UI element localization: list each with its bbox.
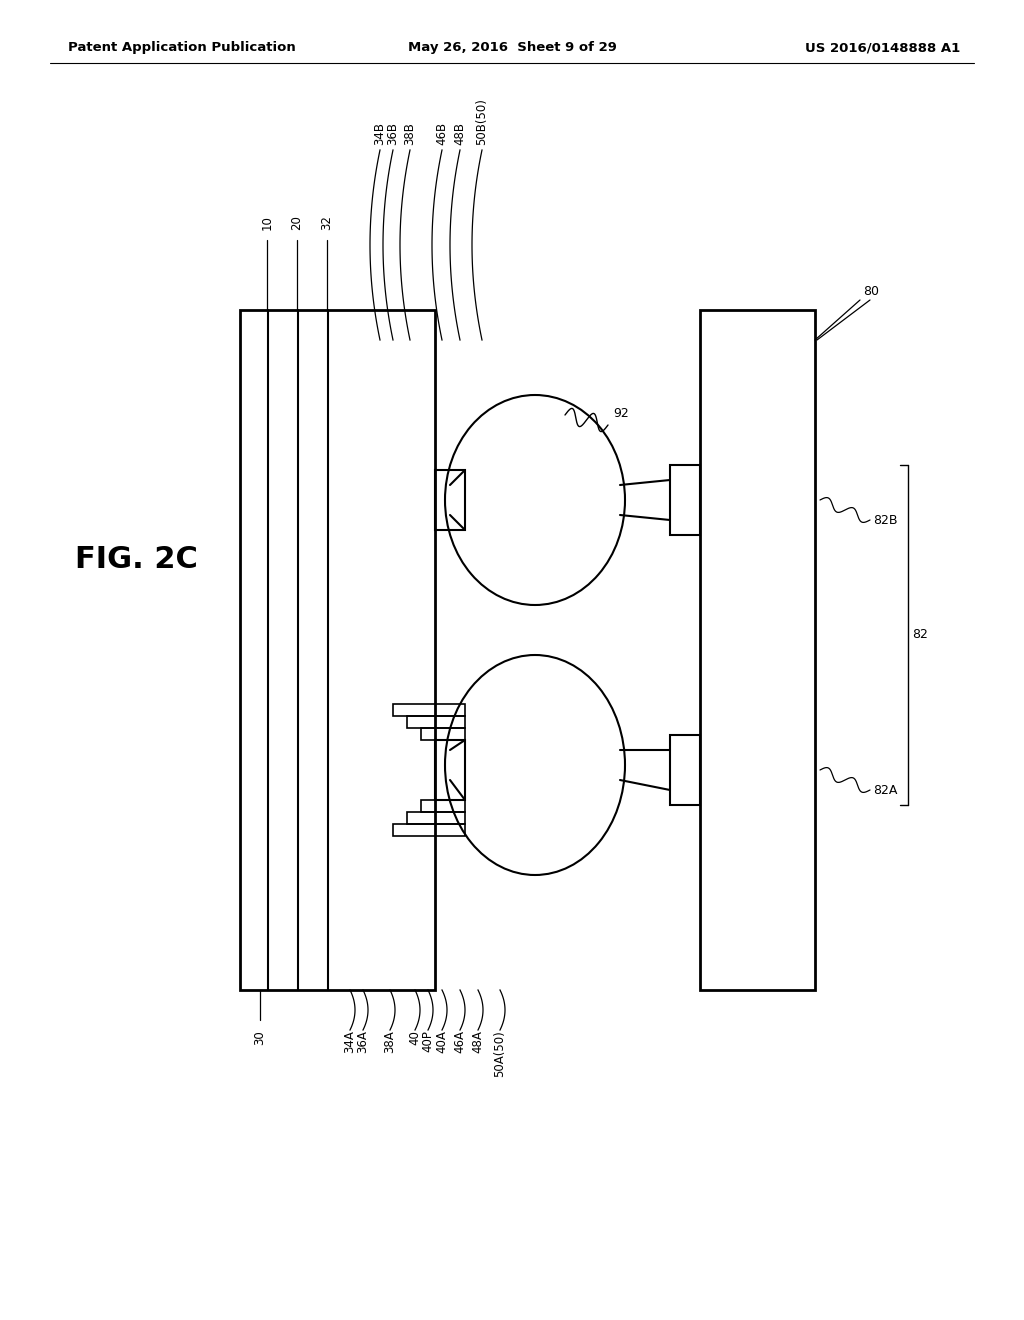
Bar bbox=[421, 800, 465, 812]
Bar bbox=[393, 824, 465, 836]
Bar bbox=[421, 729, 465, 741]
Text: 92: 92 bbox=[613, 407, 629, 420]
Text: May 26, 2016  Sheet 9 of 29: May 26, 2016 Sheet 9 of 29 bbox=[408, 41, 616, 54]
Text: 50A(50): 50A(50) bbox=[494, 1030, 507, 1077]
Text: 40P: 40P bbox=[422, 1030, 434, 1052]
Bar bbox=[435, 470, 465, 531]
Text: 40A: 40A bbox=[435, 1030, 449, 1053]
Text: 36B: 36B bbox=[386, 121, 399, 145]
Bar bbox=[393, 704, 465, 715]
Text: 38B: 38B bbox=[403, 123, 417, 145]
Text: 46A: 46A bbox=[454, 1030, 467, 1053]
Text: 50B(50): 50B(50) bbox=[475, 98, 488, 145]
Text: 32: 32 bbox=[321, 215, 334, 230]
Bar bbox=[407, 715, 465, 729]
Text: 34B: 34B bbox=[374, 121, 386, 145]
Text: US 2016/0148888 A1: US 2016/0148888 A1 bbox=[805, 41, 961, 54]
Text: 46B: 46B bbox=[435, 121, 449, 145]
Text: Patent Application Publication: Patent Application Publication bbox=[68, 41, 296, 54]
Bar bbox=[670, 465, 700, 535]
Text: 20: 20 bbox=[291, 215, 303, 230]
Bar bbox=[240, 310, 435, 990]
Text: 82: 82 bbox=[912, 628, 928, 642]
Text: 34A: 34A bbox=[343, 1030, 356, 1053]
Text: 38A: 38A bbox=[384, 1030, 396, 1053]
Text: FIG. 2C: FIG. 2C bbox=[75, 545, 198, 574]
Text: 48B: 48B bbox=[454, 121, 467, 145]
Bar bbox=[670, 735, 700, 805]
Text: 82B: 82B bbox=[873, 513, 897, 527]
Bar bbox=[700, 310, 815, 990]
Bar bbox=[435, 741, 465, 800]
Bar bbox=[407, 812, 465, 824]
Text: 82A: 82A bbox=[873, 784, 897, 796]
Text: 36A: 36A bbox=[356, 1030, 370, 1053]
Text: 10: 10 bbox=[260, 215, 273, 230]
Text: 30: 30 bbox=[254, 1030, 266, 1044]
Text: 80: 80 bbox=[863, 285, 879, 298]
Text: 40: 40 bbox=[409, 1030, 422, 1045]
Text: 48A: 48A bbox=[471, 1030, 484, 1053]
